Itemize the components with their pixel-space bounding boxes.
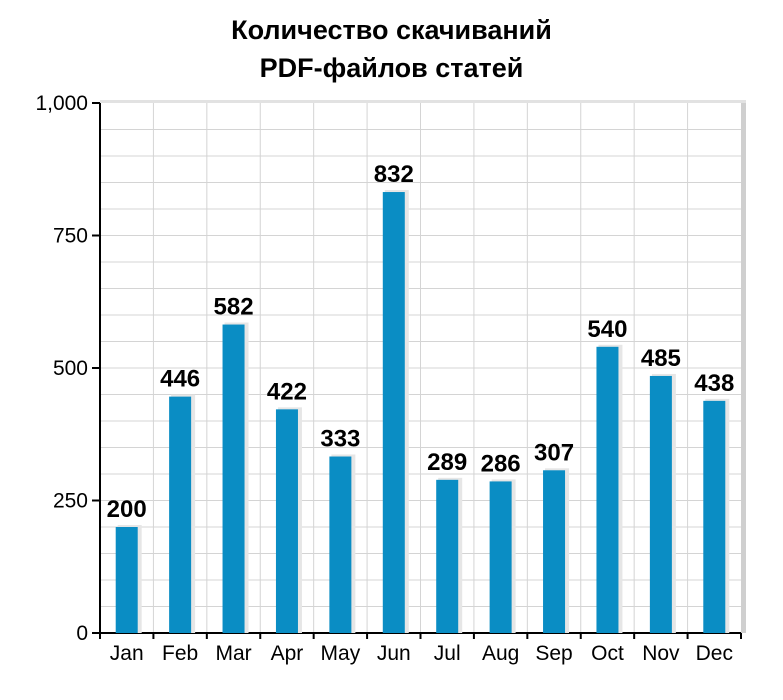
bar <box>703 400 726 633</box>
data-label: 286 <box>481 450 521 477</box>
y-tick-label: 0 <box>76 622 88 645</box>
y-tick-label: 250 <box>53 490 88 513</box>
x-tick-label: Feb <box>162 642 198 665</box>
data-label: 422 <box>267 378 307 405</box>
data-label: 446 <box>160 366 200 393</box>
bar <box>596 346 619 633</box>
x-tick-label: Dec <box>696 642 733 665</box>
data-label: 438 <box>694 370 734 397</box>
data-label: 540 <box>587 316 627 343</box>
bar <box>382 192 405 634</box>
chart-title-line-2: PDF-файлов статей <box>259 53 524 83</box>
x-tick-label: Nov <box>642 642 680 665</box>
y-tick-label: 750 <box>53 225 88 248</box>
bar <box>275 409 298 633</box>
data-label: 832 <box>374 161 414 188</box>
bar <box>169 396 192 633</box>
y-tick-label: 500 <box>53 357 88 380</box>
x-tick-label: Jul <box>434 642 461 665</box>
x-tick-label: Mar <box>215 642 251 665</box>
x-tick-label: Jun <box>377 642 411 665</box>
x-tick-label: May <box>321 642 361 665</box>
plot-shadow-top <box>100 100 746 103</box>
x-tick-label: Aug <box>482 642 519 665</box>
data-label: 307 <box>534 439 574 466</box>
bar <box>115 527 138 633</box>
bar <box>329 456 352 633</box>
data-label: 200 <box>107 496 147 523</box>
y-tick-label: 1,000 <box>35 92 88 115</box>
data-label: 485 <box>641 345 681 372</box>
bar <box>543 470 566 633</box>
chart-title-line-1: Количество скачиваний <box>231 15 552 45</box>
x-tick-label: Jan <box>110 642 144 665</box>
bar <box>222 324 245 633</box>
bar <box>436 479 459 633</box>
data-label: 289 <box>427 449 467 476</box>
data-label: 333 <box>320 426 360 453</box>
x-tick-label: Sep <box>535 642 572 665</box>
x-tick-label: Apr <box>271 642 304 665</box>
bar <box>649 375 672 633</box>
plot-shadow-right <box>741 100 746 633</box>
data-label: 582 <box>214 294 254 321</box>
x-tick-label: Oct <box>591 642 624 665</box>
bar <box>489 481 512 633</box>
